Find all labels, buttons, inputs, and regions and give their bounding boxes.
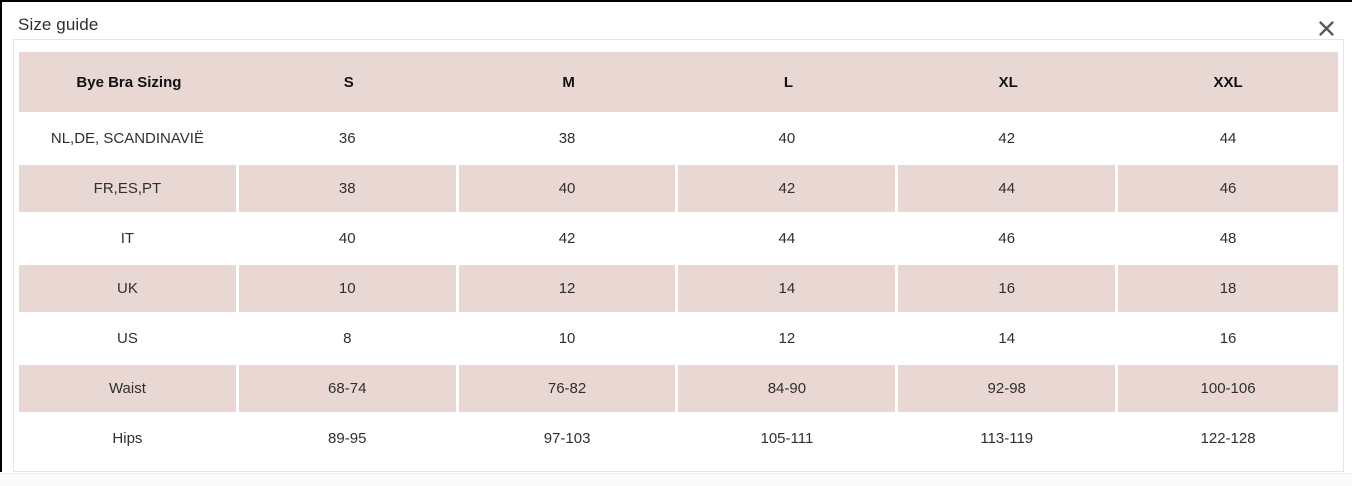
window-frame-left-edge [0, 0, 2, 472]
size-value-cell: 16 [1118, 315, 1338, 362]
table-row: NL,DE, SCANDINAVIË 36 38 40 42 44 [19, 115, 1338, 162]
size-value-cell: 105-111 [678, 415, 899, 462]
size-value-cell: 76-82 [458, 365, 679, 412]
size-value-cell: 42 [458, 215, 679, 262]
row-label-cell: NL,DE, SCANDINAVIË [19, 115, 239, 162]
size-value-cell: 44 [898, 165, 1119, 212]
column-header-size: M [458, 52, 679, 112]
row-label-cell: IT [19, 215, 239, 262]
size-value-cell: 12 [678, 315, 899, 362]
close-icon [1317, 19, 1336, 38]
size-value-cell: 68-74 [238, 365, 459, 412]
column-header-size: XXL [1118, 52, 1338, 112]
size-value-cell: 38 [238, 165, 459, 212]
size-value-cell: 36 [238, 115, 459, 162]
column-header-size: XL [898, 52, 1119, 112]
size-value-cell: 89-95 [238, 415, 459, 462]
size-guide-panel: Bye Bra Sizing S M L XL XXL NL,DE, SCANDINAVI… [13, 39, 1344, 472]
size-value-cell: 40 [458, 165, 679, 212]
row-label-cell: FR,ES,PT [19, 165, 239, 212]
size-value-cell: 122-128 [1118, 415, 1338, 462]
dialog-title: Size guide [18, 15, 99, 34]
size-value-cell: 12 [458, 265, 679, 312]
close-button[interactable] [1314, 16, 1338, 40]
table-row: Waist 68-74 76-82 84-90 92-98 100-106 [19, 365, 1338, 412]
size-value-cell: 48 [1118, 215, 1338, 262]
size-value-cell: 40 [678, 115, 899, 162]
size-value-cell: 44 [678, 215, 899, 262]
size-value-cell: 14 [678, 265, 899, 312]
window-frame-top-edge [0, 0, 1352, 2]
column-header-label: Bye Bra Sizing [19, 52, 239, 112]
size-value-cell: 46 [898, 215, 1119, 262]
size-value-cell: 40 [238, 215, 459, 262]
size-value-cell: 16 [898, 265, 1119, 312]
size-value-cell: 84-90 [678, 365, 899, 412]
table-header: Bye Bra Sizing S M L XL XXL [19, 52, 1338, 112]
size-value-cell: 14 [898, 315, 1119, 362]
table-body: NL,DE, SCANDINAVIË 36 38 40 42 44 FR,ES,PT 38 40… [19, 115, 1338, 462]
size-value-cell: 42 [898, 115, 1119, 162]
page-background-strip [0, 473, 1352, 486]
size-value-cell: 97-103 [458, 415, 679, 462]
table-header-row: Bye Bra Sizing S M L XL XXL [19, 52, 1338, 112]
table-row: UK 10 12 14 16 18 [19, 265, 1338, 312]
column-header-size: S [238, 52, 459, 112]
column-header-size: L [678, 52, 899, 112]
size-value-cell: 42 [678, 165, 899, 212]
size-value-cell: 10 [238, 265, 459, 312]
row-label-cell: UK [19, 265, 239, 312]
table-row: Hips 89-95 97-103 105-111 113-119 122-128 [19, 415, 1338, 462]
size-value-cell: 100-106 [1118, 365, 1338, 412]
row-label-cell: US [19, 315, 239, 362]
size-value-cell: 10 [458, 315, 679, 362]
size-value-cell: 113-119 [898, 415, 1119, 462]
size-value-cell: 92-98 [898, 365, 1119, 412]
table-row: IT 40 42 44 46 48 [19, 215, 1338, 262]
size-value-cell: 44 [1118, 115, 1338, 162]
row-label-cell: Waist [19, 365, 239, 412]
size-guide-table: Bye Bra Sizing S M L XL XXL NL,DE, SCANDINAVI… [19, 49, 1338, 465]
table-row: FR,ES,PT 38 40 42 44 46 [19, 165, 1338, 212]
size-value-cell: 46 [1118, 165, 1338, 212]
size-value-cell: 8 [238, 315, 459, 362]
table-row: US 8 10 12 14 16 [19, 315, 1338, 362]
row-label-cell: Hips [19, 415, 239, 462]
size-value-cell: 38 [458, 115, 679, 162]
size-value-cell: 18 [1118, 265, 1338, 312]
